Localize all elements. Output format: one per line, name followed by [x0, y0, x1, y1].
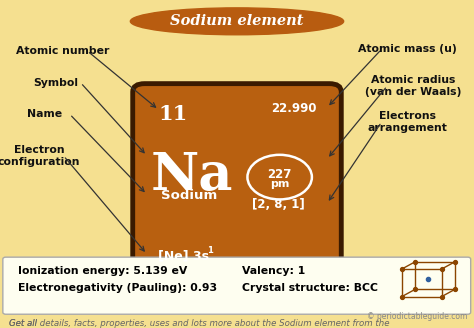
Text: Get all details, facts, properties, uses and lots more about the Sodium element : Get all details, facts, properties, uses…: [9, 319, 389, 328]
Text: Atomic radius
(van der Waals): Atomic radius (van der Waals): [365, 75, 462, 97]
Text: Sodium element: Sodium element: [170, 14, 304, 28]
Text: Get all: Get all: [9, 319, 39, 328]
Text: 11: 11: [159, 104, 188, 124]
Text: Atomic number: Atomic number: [16, 46, 109, 56]
Text: Crystal structure: BCC: Crystal structure: BCC: [242, 283, 378, 293]
Text: © periodictableguide.com: © periodictableguide.com: [366, 312, 467, 321]
Text: Atomic mass (u): Atomic mass (u): [358, 44, 457, 54]
Text: Valency: 1: Valency: 1: [242, 266, 305, 276]
Ellipse shape: [130, 8, 344, 35]
Text: Ionization energy: 5.139 eV: Ionization energy: 5.139 eV: [18, 266, 187, 276]
Text: Electron
configuration: Electron configuration: [0, 145, 80, 167]
Text: Electronegativity (Pauling): 0.93: Electronegativity (Pauling): 0.93: [18, 283, 217, 293]
Text: [Ne] 3s: [Ne] 3s: [158, 249, 209, 262]
Text: pm: pm: [270, 179, 289, 189]
Text: Na: Na: [151, 150, 233, 201]
FancyBboxPatch shape: [3, 257, 471, 314]
Text: Symbol: Symbol: [34, 78, 78, 88]
Text: [2, 8, 1]: [2, 8, 1]: [252, 198, 305, 212]
Text: Electrons
arrangement: Electrons arrangement: [368, 111, 447, 133]
Text: Name: Name: [27, 109, 63, 119]
Text: Sodium: Sodium: [162, 189, 218, 202]
Text: 1: 1: [207, 246, 213, 255]
Text: 22.990: 22.990: [271, 102, 316, 115]
Text: 227: 227: [267, 168, 292, 181]
FancyBboxPatch shape: [133, 84, 341, 282]
